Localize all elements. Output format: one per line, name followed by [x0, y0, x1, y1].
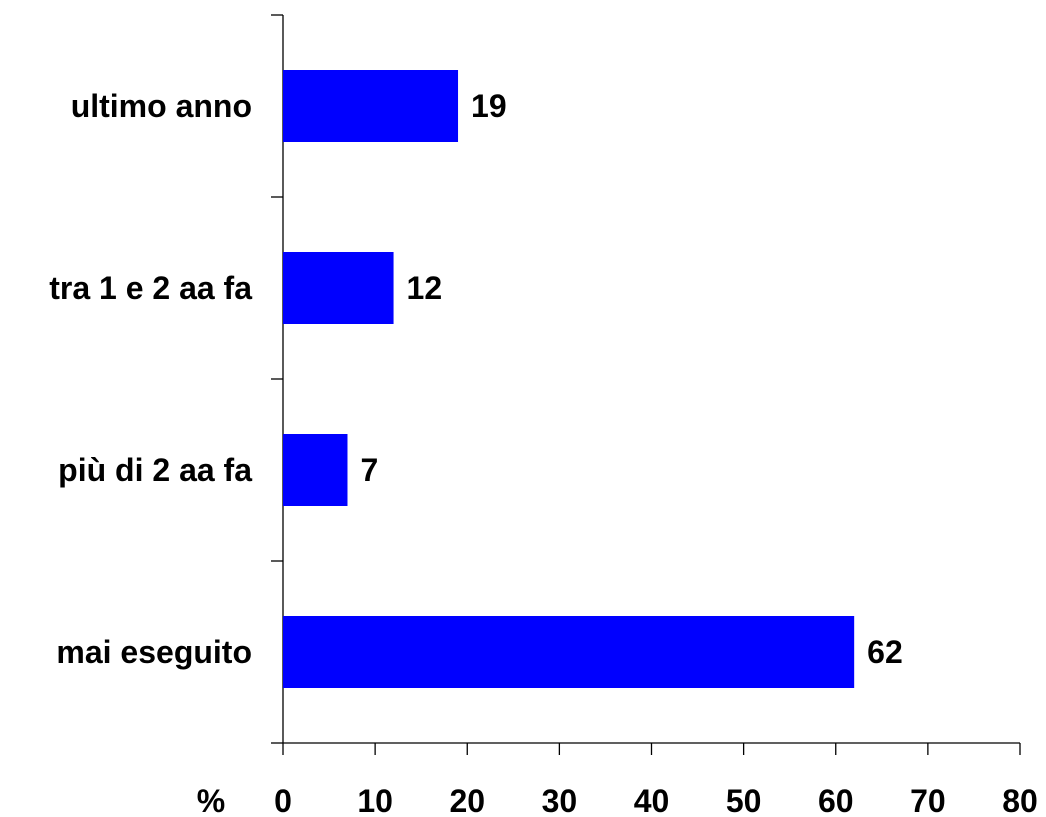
category-label: ultimo anno — [71, 88, 252, 124]
x-tick-label: 10 — [357, 783, 393, 817]
plot-area: 0 10 20 30 40 50 60 70 80 ultimo anno 19 tra 1 e 2 … — [49, 15, 1038, 817]
bar-value-label: 12 — [407, 270, 443, 306]
x-tick-label: 30 — [542, 783, 578, 817]
bar — [283, 616, 854, 688]
category-label: mai eseguito — [56, 634, 252, 670]
bar-value-label: 19 — [471, 88, 507, 124]
x-tick-label: 50 — [726, 783, 762, 817]
x-tick-label: 0 — [274, 783, 292, 817]
x-tick-label: 20 — [449, 783, 485, 817]
x-tick-label: 70 — [910, 783, 946, 817]
x-tick-label: 40 — [634, 783, 670, 817]
x-axis-unit-label: % — [197, 783, 225, 817]
x-tick-label: 60 — [818, 783, 854, 817]
bar-value-label: 7 — [360, 452, 378, 488]
bar — [283, 434, 347, 506]
bar — [283, 70, 458, 142]
x-tick-label: 80 — [1002, 783, 1038, 817]
category-label: più di 2 aa fa — [58, 452, 252, 488]
bar — [283, 252, 394, 324]
bar-value-label: 62 — [867, 634, 903, 670]
category-label: tra 1 e 2 aa fa — [49, 270, 252, 306]
